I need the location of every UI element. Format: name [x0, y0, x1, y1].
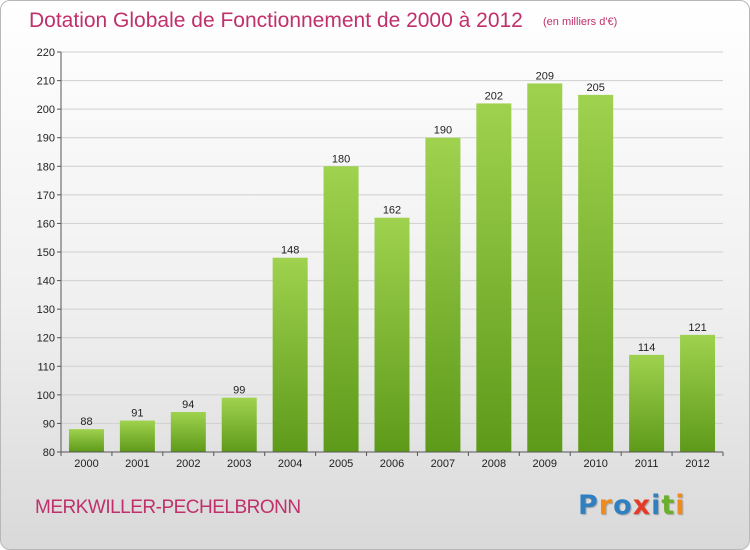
bar-2001 — [119, 420, 155, 452]
x-tick-label-2011: 2011 — [635, 458, 659, 470]
y-tick-label: 140 — [37, 276, 55, 288]
bar-2005 — [323, 166, 359, 453]
x-tick-label-2008: 2008 — [482, 458, 506, 470]
x-tick-label-2004: 2004 — [278, 458, 302, 470]
x-tick-label-2009: 2009 — [533, 458, 557, 470]
data-label-2006: 162 — [383, 205, 401, 217]
data-label-2004: 148 — [281, 245, 299, 257]
logo-letter: P — [578, 490, 599, 521]
y-tick-label: 110 — [37, 361, 55, 373]
bar-2000 — [68, 429, 104, 452]
y-tick-label: 180 — [37, 161, 55, 173]
data-label-2007: 190 — [434, 125, 452, 137]
data-label-2009: 209 — [536, 70, 554, 82]
y-tick-label: 90 — [43, 418, 55, 430]
y-tick-label: 130 — [37, 304, 55, 316]
y-tick-label: 100 — [37, 390, 55, 402]
data-label-2008: 202 — [485, 90, 503, 102]
y-tick-label: 200 — [37, 104, 55, 116]
logo-letter: i — [675, 490, 686, 521]
bar-2009 — [527, 83, 563, 452]
y-tick-label: 120 — [37, 333, 55, 345]
chart-subtitle: (en milliers d'€) — [543, 16, 618, 28]
data-label-2001: 91 — [131, 408, 143, 420]
logo-letter: i — [651, 490, 662, 521]
bar-2002 — [170, 412, 206, 452]
y-tick-label: 220 — [37, 47, 55, 59]
bar-2012 — [680, 334, 716, 452]
data-label-2002: 94 — [182, 399, 194, 411]
data-label-2012: 121 — [688, 322, 706, 334]
x-tick-label-2012: 2012 — [685, 458, 709, 470]
x-tick-label-2007: 2007 — [431, 458, 455, 470]
x-tick-label-2001: 2001 — [125, 458, 149, 470]
logo-letter: o — [613, 490, 633, 521]
x-tick-label-2002: 2002 — [176, 458, 200, 470]
y-tick-label: 160 — [37, 218, 55, 230]
data-label-2011: 114 — [638, 342, 656, 354]
logo-letter: t — [661, 490, 676, 521]
x-tick-label-2006: 2006 — [380, 458, 404, 470]
data-label-2005: 180 — [332, 153, 350, 165]
chart-title: Dotation Globale de Fonctionnement de 20… — [29, 9, 523, 32]
bar-2003 — [221, 397, 257, 452]
x-tick-label-2005: 2005 — [329, 458, 353, 470]
logo-letter: r — [598, 490, 614, 521]
data-label-2010: 205 — [587, 82, 605, 94]
proxiti-logo: Proxiti — [578, 490, 686, 521]
y-tick-label: 210 — [37, 76, 55, 88]
y-tick-label: 80 — [43, 447, 55, 459]
y-tick-label: 150 — [37, 247, 55, 259]
bar-2008 — [476, 103, 512, 452]
bar-2006 — [374, 217, 410, 452]
bar-2010 — [578, 94, 614, 452]
bar-2004 — [272, 257, 308, 452]
x-tick-label-2000: 2000 — [74, 458, 98, 470]
y-tick-label: 170 — [37, 190, 55, 202]
x-tick-label-2003: 2003 — [227, 458, 251, 470]
y-tick-label: 190 — [37, 133, 55, 145]
x-tick-label-2010: 2010 — [583, 458, 607, 470]
data-label-2003: 99 — [233, 385, 245, 397]
bar-2011 — [629, 354, 665, 452]
bar-2007 — [425, 137, 461, 452]
data-label-2000: 88 — [80, 416, 92, 428]
logo-letter: x — [632, 490, 652, 521]
location-name: MERKWILLER-PECHELBRONN — [35, 497, 301, 518]
